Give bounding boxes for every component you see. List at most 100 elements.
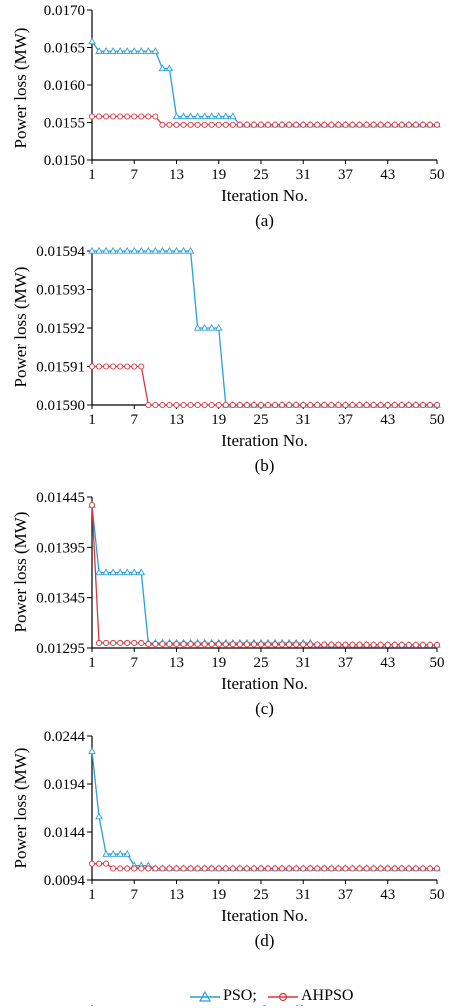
panel-c-ahpso-point (349, 641, 356, 648)
panel-b-ahpso-point (222, 401, 229, 409)
panel-a-x-tick-label: 25 (253, 167, 268, 183)
panel-c-ahpso-point (300, 641, 307, 648)
panel-c-x-tick-label: 7 (130, 655, 138, 671)
panel-d-ahpso-point (405, 865, 412, 872)
panel-d-x-tick-label: 13 (169, 887, 184, 903)
panel-c-pso-point (95, 568, 103, 576)
legend: PSO; AHPSO (190, 987, 450, 1008)
panel-c-ahpso-point (201, 641, 208, 648)
panel-d-ahpso-point (300, 865, 307, 872)
panel-d-ahpso-point (321, 865, 328, 872)
panel-b-ahpso-point (377, 401, 384, 409)
panel-b-ahpso-point (152, 401, 159, 409)
panel-b-y-tick-label: 0.01590 (36, 398, 85, 414)
panel-b-pso-point (102, 246, 110, 254)
panel-c-pso-point (130, 568, 139, 576)
panel-b-ahpso-point (173, 401, 180, 409)
panel-d-ahpso-point (117, 865, 124, 872)
panel-b-ahpso-point (145, 401, 152, 409)
panel-a-pso-point (109, 47, 117, 54)
panel-c-ahpso-point (307, 641, 314, 648)
panel-d-ahpso-point (286, 865, 293, 872)
panel-d-y-tick-label: 0.0094 (44, 873, 86, 889)
panel-c-ahpso-point (370, 641, 377, 648)
panel-d-ahpso-point (293, 865, 300, 872)
panel-d-ahpso-point (103, 860, 110, 867)
panel-c-ahpso-point (180, 641, 187, 648)
panel-b-pso-point (95, 246, 103, 254)
panel-c-ahpso-point (117, 639, 124, 647)
panel-a-y-tick-label: 0.0170 (44, 3, 85, 19)
panel-b-pso-point (130, 246, 139, 254)
panel-d-pso-point (102, 849, 110, 857)
panel-c-ahpso-point (131, 639, 138, 647)
panel-a-pso-point (88, 37, 96, 45)
panel-b-x-tick-label: 43 (380, 412, 395, 428)
panel-b-x-tick-label: 19 (211, 412, 226, 428)
panel-b-ahpso-point (370, 401, 377, 409)
panel-d-x-axis-label: Iteration No. (221, 906, 308, 925)
panel-a-ahpso-point (131, 113, 138, 120)
panel-a-ahpso-point (293, 121, 300, 128)
panel-d-ahpso-point (272, 865, 279, 872)
panel-a-pso-point (186, 112, 195, 120)
panel-c-ahpso-point (187, 641, 194, 648)
panel-c-ahpso-point (236, 641, 243, 648)
panel-b-ahpso-point (243, 401, 250, 409)
panel-a-ahpso-point (405, 121, 412, 128)
panel-a-ahpso-point (321, 121, 328, 128)
panel-c-y-tick-label: 0.01445 (36, 490, 85, 506)
panel-a-ahpso-point (279, 121, 286, 128)
panel-d-ahpso-point (110, 865, 117, 872)
panel-b-ahpso-point (110, 363, 117, 370)
panel-a-ahpso-point (180, 121, 187, 128)
panel-c-x-tick-label: 31 (296, 655, 311, 671)
panel-c-ahpso-point (384, 641, 391, 648)
panel-b-ahpso-point (356, 401, 363, 409)
panel-c-ahpso-point (194, 641, 201, 648)
panel-b-pso-point (158, 246, 167, 254)
panel-c-x-tick-label: 37 (338, 655, 354, 671)
panel-a-ahpso-point (307, 121, 314, 128)
panel-d-ahpso-point (384, 865, 391, 872)
panel-c-pso-point (137, 568, 146, 576)
panel-d-ahpso-point (419, 865, 426, 872)
panel-a-x-tick-label: 37 (338, 167, 354, 183)
panel-d-pso-point (109, 849, 117, 857)
panel-a-pso-point (172, 112, 181, 120)
panel-a-y-tick-label: 0.0150 (44, 153, 85, 169)
panel-a-ahpso-point (349, 121, 356, 128)
panel-c-y-tick-label: 0.01345 (36, 591, 85, 607)
panel-b-y-tick-label: 0.01591 (36, 360, 85, 376)
panel-b-ahpso-point (342, 401, 349, 409)
panel-c-ahpso-point (335, 641, 342, 648)
panel-c-ahpso-point (229, 641, 236, 648)
panel-d-ahpso-point (215, 865, 222, 872)
panel-d-ahpso-point (229, 865, 236, 872)
panel-b-ahpso-point (307, 401, 314, 409)
panel-a-y-tick-label: 0.0165 (44, 41, 85, 57)
panel-a-y-axis-label: Power loss (MW) (11, 28, 30, 149)
panel-a-ahpso-point (95, 113, 103, 120)
panel-a-ahpso-point (250, 121, 257, 128)
panel-a-pso-point (102, 47, 110, 54)
panel-a-ahpso-point (124, 113, 131, 120)
panel-a-ahpso-point (138, 113, 145, 120)
panel-a-ahpso-point (236, 121, 243, 128)
panel-b-ahpso-point (391, 401, 398, 409)
panel-c-ahpso-point (95, 639, 103, 647)
panel-a-ahpso-point (356, 121, 363, 128)
panel-b-label: (b) (255, 456, 275, 475)
panel-a-ahpso-point (363, 121, 370, 128)
panel-b-pso-point (200, 323, 209, 331)
panel-b-ahpso-point (412, 401, 419, 409)
panel-c-ahpso-point (419, 641, 426, 648)
panel-d-x-tick-label: 50 (430, 887, 445, 903)
panel-c-x-tick-label: 1 (88, 655, 96, 671)
panel-c-ahpso-point (166, 640, 173, 648)
panel-b-y-tick-label: 0.01593 (36, 283, 85, 299)
panel-c-ahpso-point (103, 639, 110, 647)
panel-c-y-axis-label: Power loss (MW) (11, 512, 30, 633)
panel-b-ahpso-point (124, 363, 131, 370)
